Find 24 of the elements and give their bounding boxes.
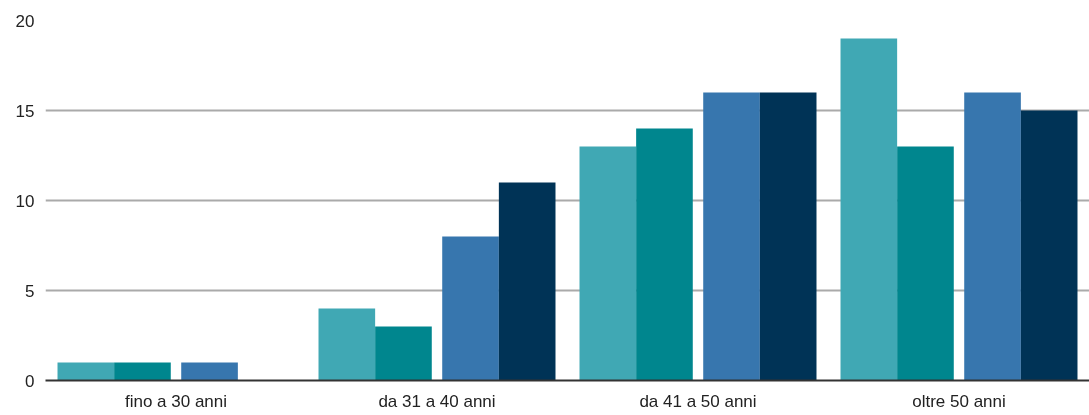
bar — [897, 146, 954, 381]
bar — [114, 362, 171, 381]
x-tick-label: oltre 50 anni — [912, 391, 1006, 411]
bar — [498, 182, 556, 381]
bar — [579, 146, 637, 381]
bar — [759, 92, 817, 381]
bar — [703, 92, 760, 381]
y-tick-label: 5 — [25, 281, 35, 301]
y-tick-label: 0 — [25, 371, 35, 391]
x-tick-label: da 41 a 50 anni — [639, 391, 757, 411]
bar — [318, 308, 376, 381]
bar — [181, 362, 238, 381]
bar — [840, 38, 898, 381]
bar — [636, 128, 693, 381]
y-tick-label: 15 — [15, 101, 35, 121]
bar — [1020, 110, 1078, 381]
y-tick-label: 10 — [15, 191, 35, 211]
x-tick-label: da 31 a 40 anni — [378, 391, 496, 411]
bar — [57, 362, 115, 381]
bar — [375, 326, 432, 381]
bar — [442, 236, 499, 381]
bar — [964, 92, 1021, 381]
y-tick-label: 20 — [15, 11, 35, 31]
x-tick-label: fino a 30 anni — [124, 391, 228, 411]
